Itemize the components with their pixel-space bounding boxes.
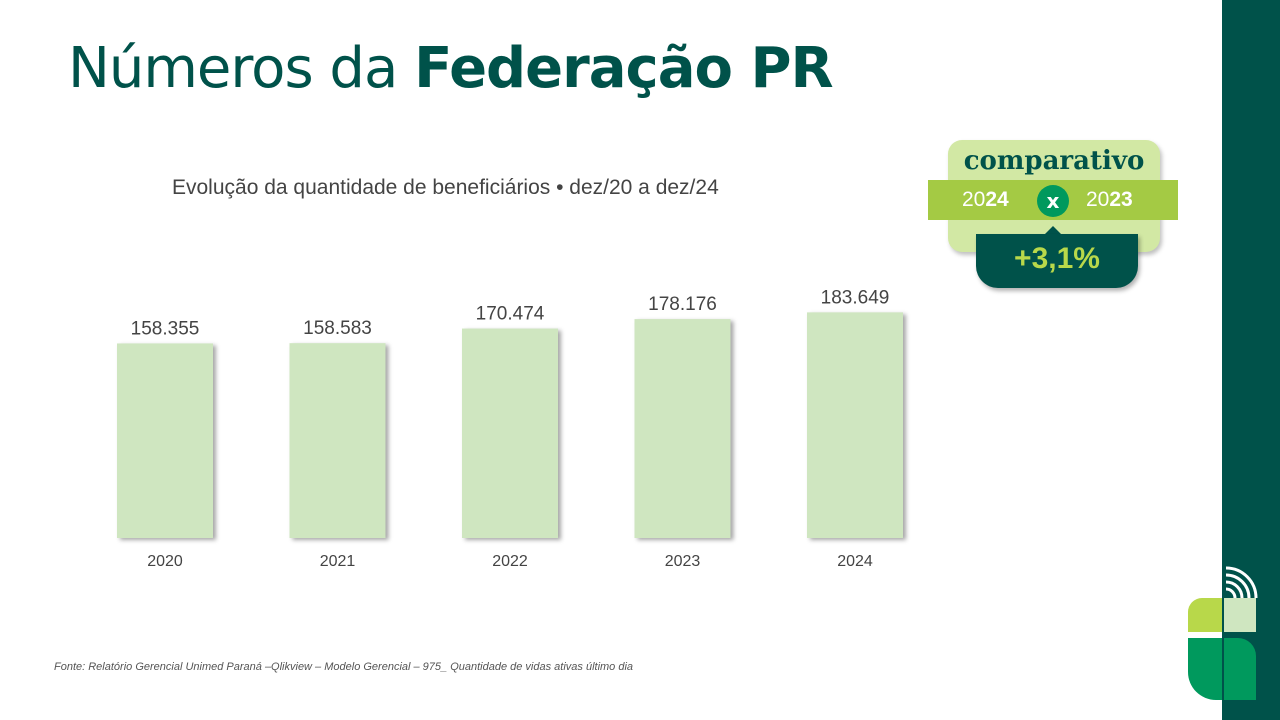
bar-2021 bbox=[289, 343, 386, 538]
badge-title: comparativo bbox=[963, 146, 1145, 176]
title-bold: Federação PR bbox=[414, 36, 834, 101]
bar-2020 bbox=[117, 343, 213, 538]
unimed-logo-icon bbox=[1188, 566, 1258, 700]
value-label-2024: 183.649 bbox=[821, 287, 890, 308]
badge-year-right-suffix: 23 bbox=[1109, 188, 1133, 211]
bar-2022 bbox=[462, 328, 558, 538]
chart-subtitle: Evolução da quantidade de beneficiários … bbox=[172, 176, 719, 199]
comparativo-badge: comparativo 2024 x 2023 +3,1% bbox=[928, 138, 1180, 290]
category-label-2024: 2024 bbox=[837, 553, 873, 570]
badge-year-left: 2024 bbox=[962, 188, 1009, 212]
category-label-2022: 2022 bbox=[492, 553, 528, 570]
badge-year-right: 2023 bbox=[1086, 188, 1133, 212]
bar-2024 bbox=[807, 312, 903, 538]
category-label-2023: 2023 bbox=[665, 553, 701, 570]
title-regular: Números da bbox=[68, 36, 415, 101]
versus-icon: x bbox=[1037, 185, 1069, 217]
value-label-2020: 158.355 bbox=[131, 318, 200, 339]
page-title: Números da Federação PR bbox=[68, 36, 834, 101]
value-label-2021: 158.583 bbox=[303, 318, 372, 339]
bar-chart: 158.355 2020 158.583 2021 170.474 2022 178.176… bbox=[117, 287, 903, 570]
badge-year-left-prefix: 20 bbox=[962, 188, 986, 211]
badge-change-value: +3,1% bbox=[1014, 242, 1100, 275]
value-label-2023: 178.176 bbox=[648, 294, 717, 315]
category-label-2020: 2020 bbox=[147, 553, 183, 570]
bar-2023 bbox=[634, 319, 731, 538]
badge-notch bbox=[1044, 226, 1062, 235]
badge-year-left-suffix: 24 bbox=[985, 188, 1009, 211]
badge-year-right-prefix: 20 bbox=[1086, 188, 1110, 211]
category-label-2021: 2021 bbox=[320, 553, 356, 570]
value-label-2022: 170.474 bbox=[476, 304, 545, 325]
source-note: Fonte: Relatório Gerencial Unimed Paraná… bbox=[54, 661, 634, 673]
badge-change-box bbox=[976, 234, 1138, 288]
